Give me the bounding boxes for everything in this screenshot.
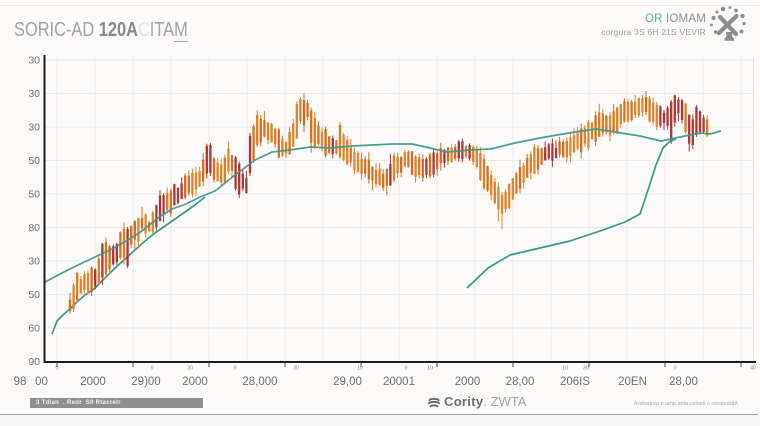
svg-text:29,00: 29,00 [333, 376, 362, 388]
svg-text:9: 9 [404, 366, 407, 372]
svg-text:30: 30 [28, 88, 40, 100]
svg-text:28,00: 28,00 [669, 376, 698, 388]
svg-text:10: 10 [562, 366, 568, 372]
svg-text:2000: 2000 [455, 376, 481, 388]
svg-text:10: 10 [357, 366, 363, 372]
svg-text:9: 9 [233, 366, 236, 372]
svg-text:40: 40 [750, 366, 756, 372]
svg-text:50: 50 [28, 189, 40, 201]
svg-text:29)00: 29)00 [131, 376, 160, 388]
svg-text:30: 30 [187, 366, 193, 372]
svg-text:50: 50 [28, 289, 40, 301]
svg-text:0: 0 [55, 366, 58, 372]
svg-text:206IS: 206IS [560, 376, 590, 388]
svg-text:30: 30 [293, 366, 299, 372]
svg-text:2000: 2000 [80, 376, 106, 388]
svg-text:0: 0 [673, 366, 676, 372]
svg-text:20EN: 20EN [618, 376, 647, 388]
svg-text:20001: 20001 [383, 376, 415, 388]
svg-text:00: 00 [35, 376, 48, 388]
svg-text:9: 9 [150, 366, 153, 372]
svg-text:50: 50 [28, 155, 40, 167]
svg-text:2000: 2000 [182, 376, 208, 388]
svg-text:30: 30 [28, 256, 40, 268]
svg-text:28,00: 28,00 [506, 376, 535, 388]
svg-text:30: 30 [583, 366, 589, 372]
svg-text:80: 80 [28, 222, 40, 234]
svg-text:60: 60 [28, 323, 40, 335]
svg-text:90: 90 [28, 356, 40, 368]
svg-text:30: 30 [28, 55, 40, 67]
svg-text:30: 30 [28, 122, 40, 134]
svg-text:98: 98 [14, 376, 27, 388]
svg-text:28,000: 28,000 [242, 376, 277, 388]
svg-text:10: 10 [427, 366, 433, 372]
